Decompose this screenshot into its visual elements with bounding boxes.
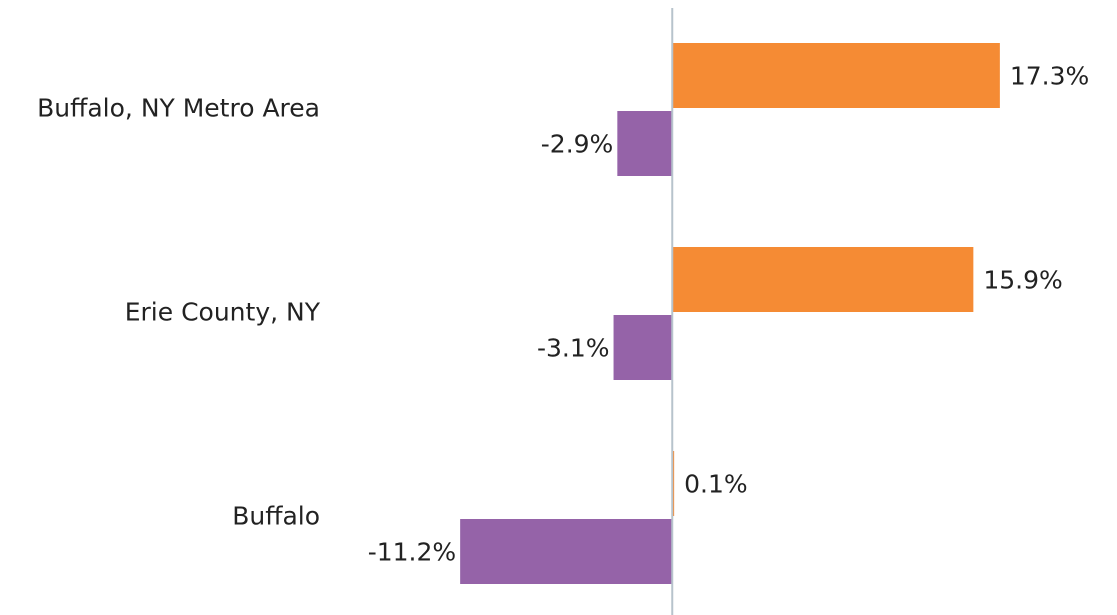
bar bbox=[672, 247, 974, 312]
value-label: -2.9% bbox=[541, 130, 614, 159]
bar bbox=[672, 43, 1000, 108]
value-label: 17.3% bbox=[1010, 62, 1089, 91]
category-label: Buffalo bbox=[232, 502, 320, 531]
value-label: -3.1% bbox=[537, 334, 610, 363]
bar bbox=[617, 111, 673, 176]
category-label: Buffalo, NY Metro Area bbox=[37, 94, 320, 123]
bar bbox=[460, 519, 673, 584]
category-label: Erie County, NY bbox=[125, 298, 321, 327]
value-label: 15.9% bbox=[983, 266, 1062, 295]
value-label: -11.2% bbox=[368, 538, 456, 567]
value-label: 0.1% bbox=[684, 470, 748, 499]
bar bbox=[613, 315, 673, 380]
